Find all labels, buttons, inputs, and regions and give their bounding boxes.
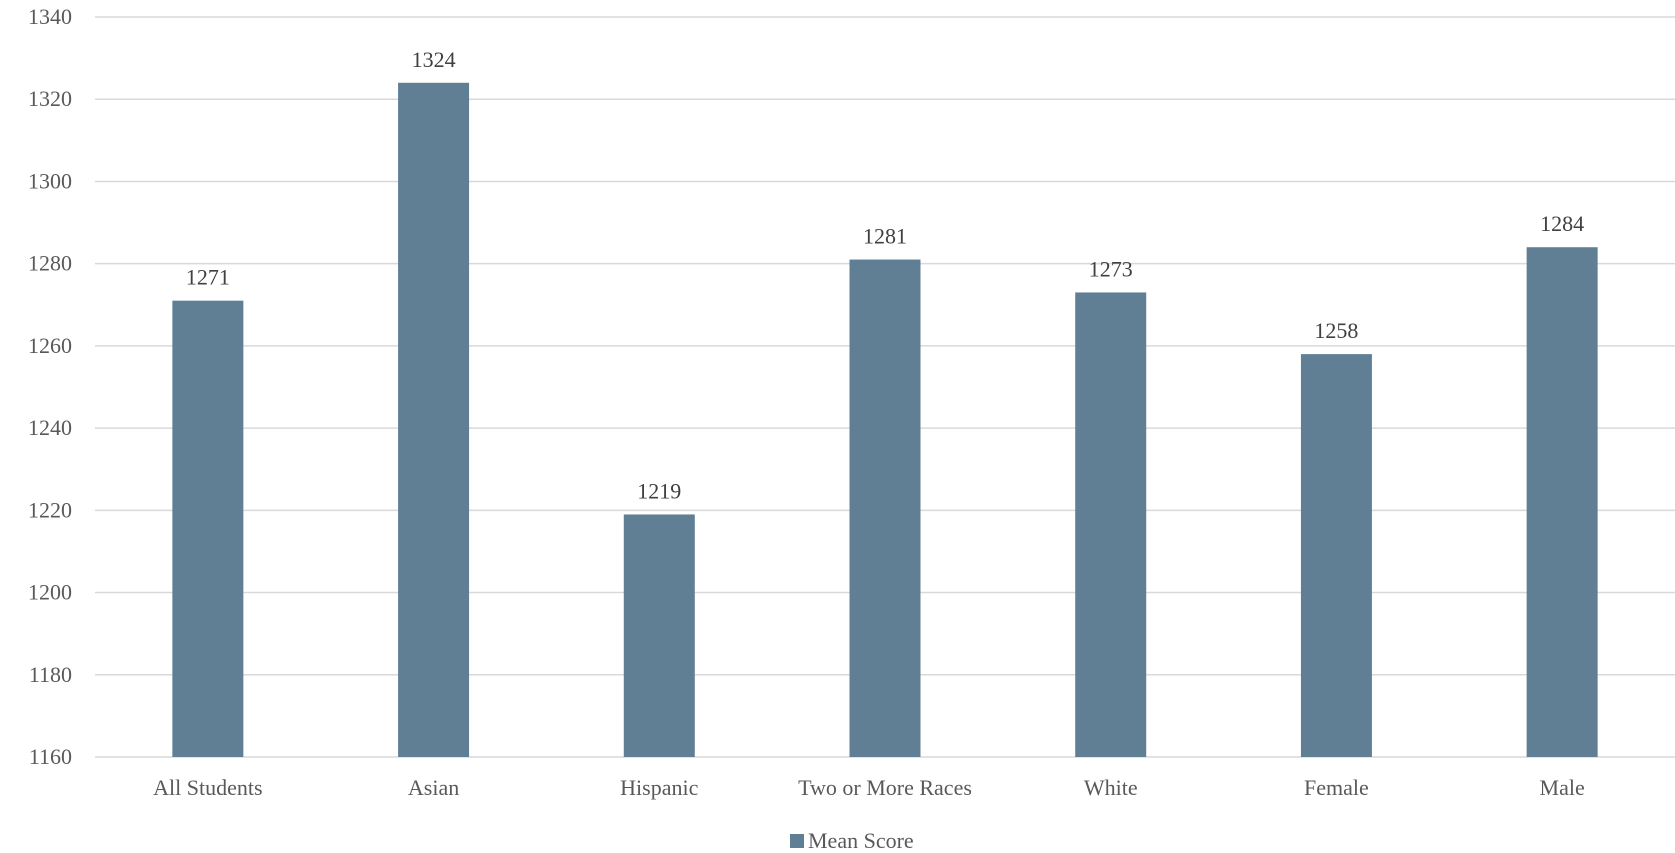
y-tick-label: 1320: [28, 86, 72, 111]
x-category-label: White: [1084, 775, 1138, 800]
y-tick-label: 1180: [29, 662, 72, 687]
y-tick-label: 1260: [28, 333, 72, 358]
bar: [849, 259, 921, 757]
data-label: 1273: [1089, 256, 1133, 281]
bars: [172, 82, 1598, 758]
y-axis-tick-labels: 1160 1180 1200 1220 1240 1260 1280 1300 1320 1340: [28, 4, 72, 769]
legend: Mean Score: [790, 828, 914, 853]
x-category-label: Male: [1540, 775, 1585, 800]
x-category-label: Asian: [408, 775, 459, 800]
y-tick-label: 1200: [28, 580, 72, 605]
data-label: 1271: [186, 265, 230, 290]
y-tick-label: 1160: [29, 744, 72, 769]
x-axis-category-labels: All Students Asian Hispanic Two or More Rac…: [153, 775, 1585, 800]
x-category-label: Hispanic: [620, 775, 698, 800]
bar: [398, 82, 470, 758]
x-category-label: All Students: [153, 775, 262, 800]
bar: [172, 300, 244, 757]
y-tick-label: 1240: [28, 415, 72, 440]
bar: [1075, 292, 1147, 757]
data-label: 1324: [412, 47, 456, 72]
x-category-label: Two or More Races: [798, 775, 972, 800]
y-tick-label: 1220: [28, 497, 72, 522]
legend-swatch: [790, 834, 804, 848]
bar: [623, 514, 695, 757]
y-tick-label: 1340: [28, 4, 72, 29]
y-tick-label: 1300: [28, 168, 72, 193]
data-label: 1219: [637, 478, 681, 503]
data-label: 1284: [1540, 211, 1584, 236]
bar: [1526, 247, 1598, 757]
bar: [1300, 354, 1372, 757]
data-labels: 1271 1324 1219 1281 1273 1258 1284: [186, 47, 1584, 504]
x-category-label: Female: [1304, 775, 1369, 800]
data-label: 1281: [863, 224, 907, 249]
data-label: 1258: [1314, 318, 1358, 343]
y-tick-label: 1280: [28, 251, 72, 276]
legend-label: Mean Score: [808, 828, 914, 853]
